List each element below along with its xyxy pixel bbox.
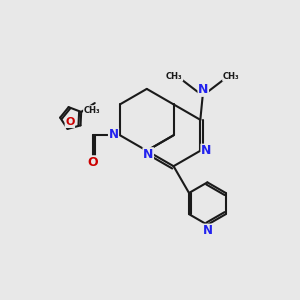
Text: N: N bbox=[143, 148, 153, 161]
Text: CH₃: CH₃ bbox=[83, 106, 100, 115]
Text: N: N bbox=[109, 128, 118, 141]
Text: CH₃: CH₃ bbox=[223, 72, 239, 81]
Text: CH₃: CH₃ bbox=[166, 72, 183, 81]
Text: O: O bbox=[87, 156, 98, 169]
Text: N: N bbox=[201, 144, 211, 157]
Text: N: N bbox=[198, 83, 208, 96]
Text: O: O bbox=[65, 117, 75, 128]
Text: N: N bbox=[203, 224, 213, 237]
